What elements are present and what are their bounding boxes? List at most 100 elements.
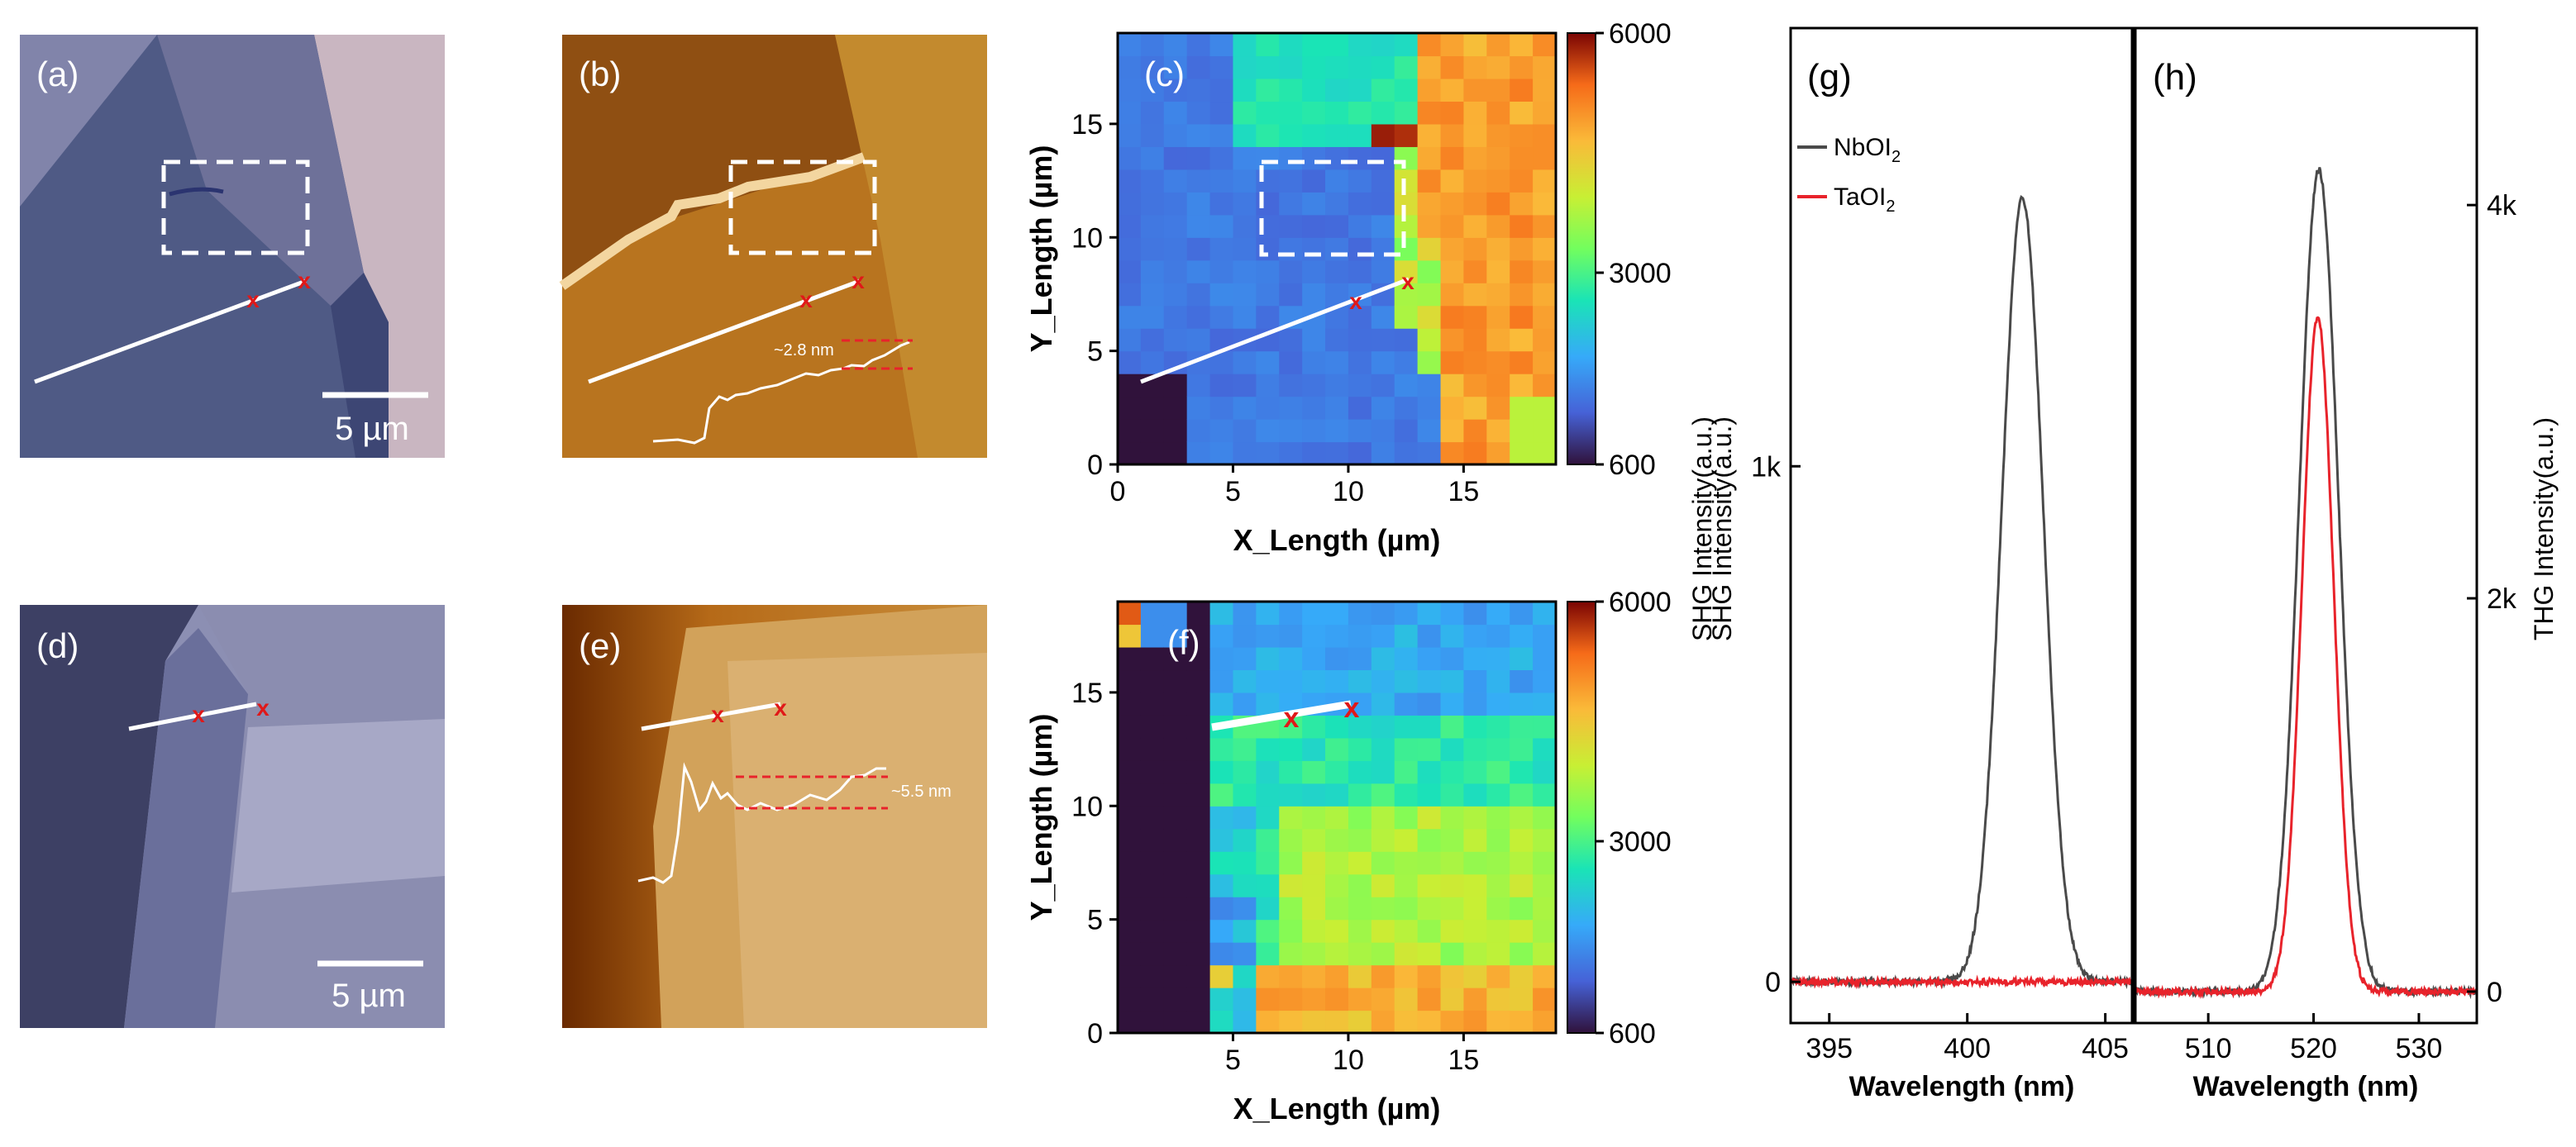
heatmap-cell: [1440, 897, 1465, 921]
heatmap-cell: [1440, 305, 1465, 329]
heatmap-cell: [1256, 396, 1280, 420]
heatmap-cell: [1163, 146, 1188, 170]
panel-a-substrate-right: [314, 35, 445, 458]
heatmap-cell: [1209, 919, 1234, 943]
heatmap-cell: [1463, 828, 1487, 852]
panel-f-colorbar: [1567, 601, 1596, 1034]
heatmap-cell: [1394, 33, 1419, 57]
heatmap-cell: [1163, 783, 1188, 807]
heatmap-cell: [1394, 897, 1419, 921]
heatmap-cell: [1256, 897, 1280, 921]
heatmap-cell: [1486, 192, 1510, 216]
panel-e-marker-2: x: [774, 695, 787, 721]
heatmap-cell: [1118, 897, 1142, 921]
heatmap-cell: [1140, 964, 1165, 988]
y-tick-label: 4k: [2487, 190, 2517, 221]
heatmap-cell: [1533, 169, 1557, 193]
heatmap-cell: [1394, 851, 1419, 875]
heatmap-cell: [1486, 350, 1510, 374]
y-tick-label: 5: [1087, 905, 1103, 936]
heatmap-cell: [1463, 101, 1487, 125]
heatmap-cell: [1440, 760, 1465, 784]
heatmap-cell: [1186, 897, 1211, 921]
heatmap-cell: [1279, 33, 1303, 57]
heatmap-cell: [1163, 715, 1188, 739]
y-tick-label: 0: [1087, 1018, 1103, 1049]
heatmap-cell: [1371, 624, 1395, 648]
heatmap-cell: [1256, 33, 1280, 57]
heatmap-cell: [1463, 669, 1487, 693]
heatmap-cell: [1186, 669, 1211, 693]
y-tick-label: 0: [1087, 450, 1103, 481]
heatmap-cell: [1233, 919, 1257, 943]
x-tick-label: 395: [1806, 1033, 1853, 1064]
heatmap-cell: [1209, 169, 1234, 193]
heatmap-cell: [1163, 237, 1188, 261]
heatmap-cell: [1233, 897, 1257, 921]
x-axis-label: X_Length (µm): [1233, 1092, 1441, 1126]
heatmap-cell: [1209, 374, 1234, 397]
heatmap-cell: [1371, 737, 1395, 761]
heatmap-cell: [1440, 78, 1465, 102]
heatmap-cell: [1463, 964, 1487, 988]
heatmap-cell: [1440, 350, 1465, 374]
x-tick-label: 10: [1333, 1045, 1364, 1076]
y-tick-label: 15: [1071, 678, 1103, 709]
heatmap-cell: [1417, 919, 1442, 943]
heatmap-cell: [1533, 919, 1557, 943]
heatmap-cell: [1348, 374, 1372, 397]
heatmap-cell: [1371, 214, 1395, 238]
heatmap-cell: [1510, 146, 1534, 170]
heatmap-cell: [1510, 374, 1534, 397]
heatmap-cell: [1510, 1010, 1534, 1034]
heatmap-cell: [1140, 851, 1165, 875]
heatmap-cell: [1209, 283, 1234, 307]
heatmap-cell: [1163, 828, 1188, 852]
heatmap-cell: [1417, 692, 1442, 716]
heatmap-cell: [1256, 305, 1280, 329]
heatmap-cell: [1118, 350, 1142, 374]
heatmap-cell: [1302, 783, 1326, 807]
heatmap-cell: [1463, 350, 1487, 374]
heatmap-cell: [1163, 374, 1188, 397]
y-tick-label: 10: [1071, 222, 1103, 254]
heatmap-cell: [1279, 669, 1303, 693]
heatmap-cell: [1417, 441, 1442, 465]
heatmap-cell: [1118, 919, 1142, 943]
x-axis-label: X_Length (µm): [1233, 523, 1441, 557]
heatmap-cell: [1417, 806, 1442, 830]
heatmap-cell: [1140, 396, 1165, 420]
heatmap-cell: [1186, 328, 1211, 352]
heatmap-cell: [1209, 441, 1234, 465]
heatmap-cell: [1118, 624, 1142, 648]
panel-a-substrate-left: [20, 35, 157, 207]
heatmap-cell: [1140, 350, 1165, 374]
heatmap-cell: [1163, 78, 1188, 102]
panel-b: x x ~2.8 nm (b): [559, 35, 987, 458]
heatmap-cell: [1118, 169, 1142, 193]
heatmap-cell: [1279, 396, 1303, 420]
heatmap-cell: [1279, 760, 1303, 784]
heatmap-cell: [1256, 828, 1280, 852]
heatmap-cell: [1417, 192, 1442, 216]
heatmap-cell: [1371, 237, 1395, 261]
heatmap-cell: [1440, 55, 1465, 79]
heatmap-cell: [1140, 873, 1165, 897]
heatmap-cell: [1533, 624, 1557, 648]
heatmap-cell: [1371, 146, 1395, 170]
heatmap-cell: [1140, 169, 1165, 193]
heatmap-cell: [1233, 101, 1257, 125]
heatmap-cell: [1325, 602, 1349, 626]
heatmap-cell: [1256, 873, 1280, 897]
heatmap-cell: [1302, 169, 1326, 193]
heatmap-cell: [1510, 328, 1534, 352]
heatmap-cell: [1486, 1010, 1510, 1034]
heatmap-cell: [1279, 988, 1303, 1011]
heatmap-cell: [1279, 350, 1303, 374]
heatmap-cell: [1163, 33, 1188, 57]
heatmap-cell: [1302, 101, 1326, 125]
heatmap-cell: [1371, 897, 1395, 921]
panel-f-heatmap: [1118, 602, 1557, 1034]
heatmap-cell: [1394, 669, 1419, 693]
